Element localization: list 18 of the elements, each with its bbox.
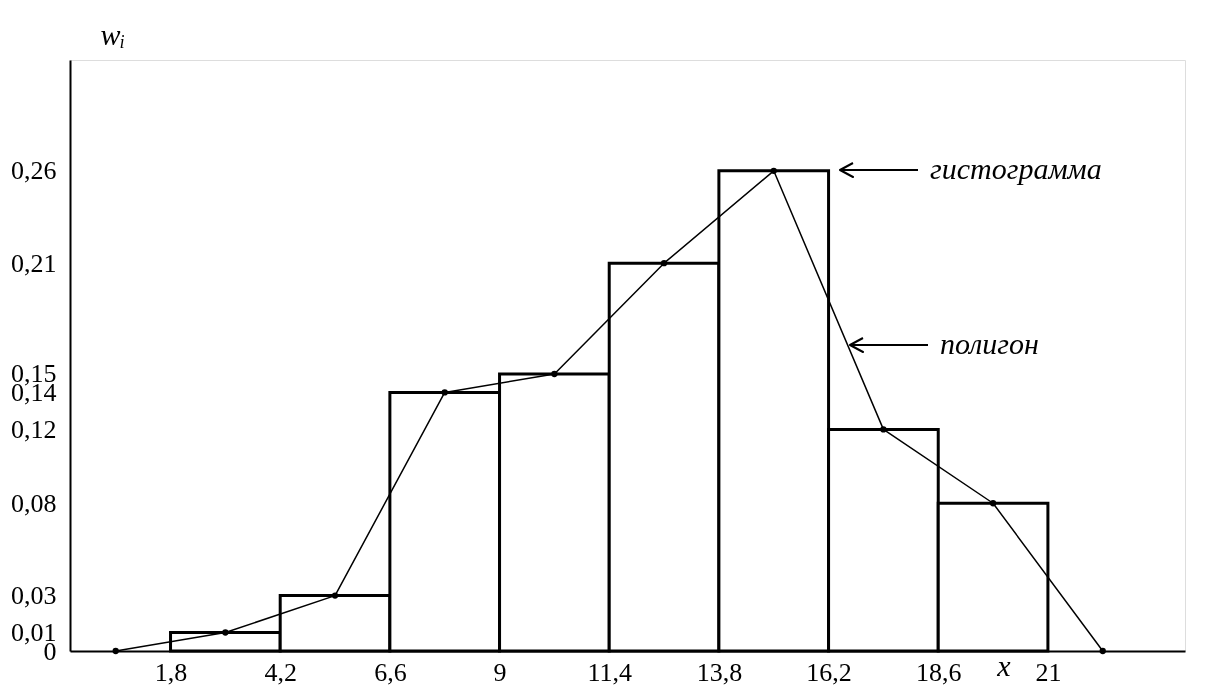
x-tick-label: 11,4 <box>587 657 632 687</box>
x-tick-label: 9 <box>493 657 507 687</box>
x-tick-label: 16,2 <box>806 657 852 687</box>
x-tick-label: 18,6 <box>915 657 962 687</box>
y-tick-label: 0,12 <box>11 414 57 444</box>
annotation: полигон <box>940 327 1039 360</box>
x-tick-label: 4,2 <box>264 657 297 687</box>
y-tick-label: 0,26 <box>11 156 57 186</box>
x-tick-label: 1,8 <box>154 657 188 687</box>
annotation: гистограмма <box>930 152 1102 185</box>
y-tick-label: 0,08 <box>11 488 57 518</box>
y-tick-label: 0,03 <box>11 581 57 611</box>
y-axis-title: wᵢ <box>100 17 126 51</box>
x-tick-label: 6,6 <box>374 657 407 687</box>
x-tick-label: 13,8 <box>696 657 743 687</box>
y-tick-label: 0,21 <box>11 248 57 278</box>
x-axis-title: x <box>996 648 1012 682</box>
x-tick-label: 21 <box>1035 657 1062 687</box>
